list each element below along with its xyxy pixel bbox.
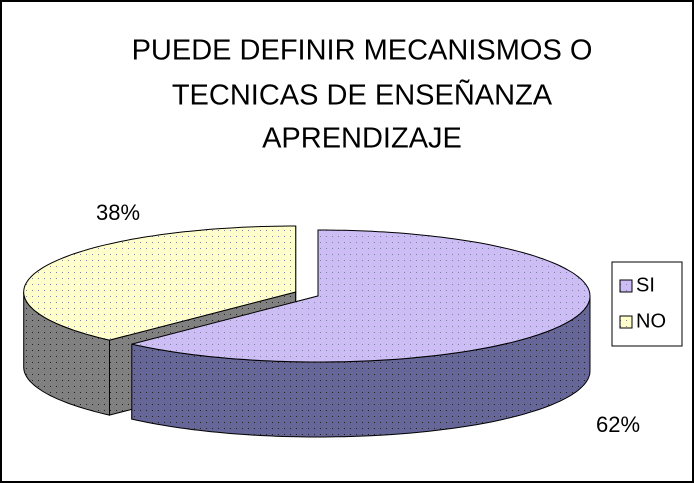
legend-box (611, 261, 683, 347)
legend-swatch (619, 315, 633, 329)
value-label: 62% (596, 412, 640, 437)
chart-title: APRENDIZAJE (262, 123, 462, 155)
slice-top (131, 229, 591, 363)
legend-label: NO (636, 310, 666, 332)
chart-title: PUEDE DEFINIR MECANISMOS O (132, 35, 593, 67)
chart-title: TECNICAS DE ENSEÑANZA (172, 78, 553, 112)
legend-swatch (619, 279, 633, 293)
legend-label: SI (636, 274, 655, 296)
value-label: 38% (96, 200, 140, 225)
slice-top (23, 225, 297, 341)
